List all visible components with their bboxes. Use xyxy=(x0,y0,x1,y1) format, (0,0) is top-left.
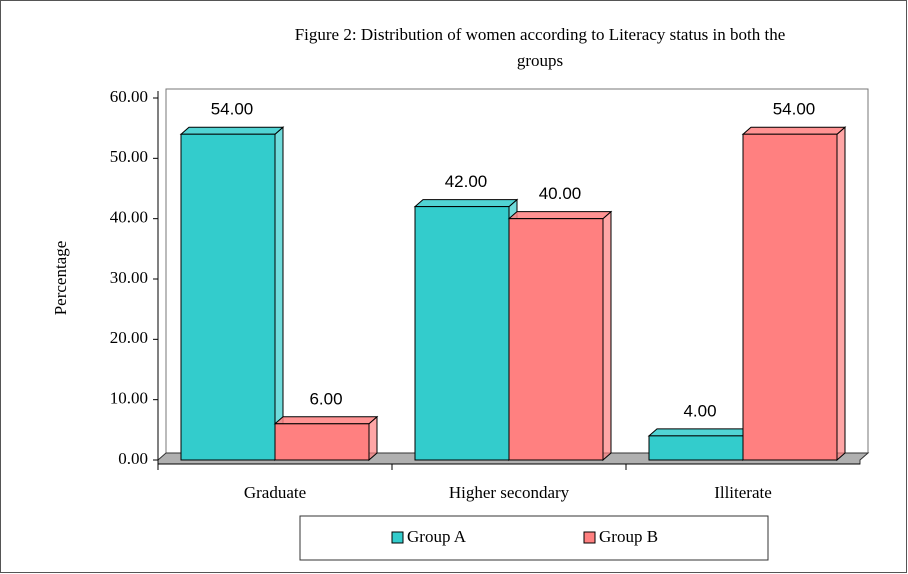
bar-top xyxy=(273,416,379,425)
legend-label: Group B xyxy=(599,527,658,546)
y-tick-label: 20.00 xyxy=(110,328,148,347)
bar-front xyxy=(508,218,604,461)
bar-front xyxy=(648,435,744,461)
bar xyxy=(507,210,613,462)
bar-top xyxy=(179,126,285,135)
bar-top xyxy=(413,199,519,208)
data-label: 54.00 xyxy=(773,100,816,119)
bar-side xyxy=(602,210,612,462)
bar-front xyxy=(414,206,510,461)
bar xyxy=(413,198,519,462)
x-tick-label: Illiterate xyxy=(714,483,772,502)
bar xyxy=(647,427,753,462)
chart-title: Figure 2: Distribution of women accordin… xyxy=(295,25,786,44)
y-tick-label: 30.00 xyxy=(110,268,148,287)
data-label: 6.00 xyxy=(309,389,342,408)
legend-box xyxy=(299,515,769,561)
x-tick-label: Graduate xyxy=(244,483,306,502)
legend-label: Group A xyxy=(407,527,467,546)
legend-swatch xyxy=(391,531,404,544)
chart-title-line-2: groups xyxy=(517,51,563,70)
bar-side xyxy=(274,126,284,462)
data-label: 4.00 xyxy=(683,401,716,420)
y-axis-label: Percentage xyxy=(51,241,70,316)
y-tick-label: 0.00 xyxy=(118,449,148,468)
bar xyxy=(741,126,847,462)
y-tick-label: 50.00 xyxy=(110,147,148,166)
data-label: 42.00 xyxy=(445,172,488,191)
bar xyxy=(179,126,285,462)
y-tick-label: 40.00 xyxy=(110,208,148,227)
x-tick-label: Higher secondary xyxy=(449,483,570,502)
y-tick-label: 60.00 xyxy=(110,87,148,106)
data-label: 40.00 xyxy=(539,184,582,203)
bar-top xyxy=(647,428,753,437)
bar-top xyxy=(741,126,847,135)
y-tick-label: 10.00 xyxy=(110,389,148,408)
bar-side xyxy=(836,126,846,462)
legend-swatch xyxy=(583,531,596,544)
bar-front xyxy=(274,423,370,461)
data-label: 54.00 xyxy=(211,100,254,119)
bar xyxy=(273,415,379,462)
bar-front xyxy=(180,133,276,461)
bar-front xyxy=(742,133,838,461)
bar-top xyxy=(507,211,613,220)
